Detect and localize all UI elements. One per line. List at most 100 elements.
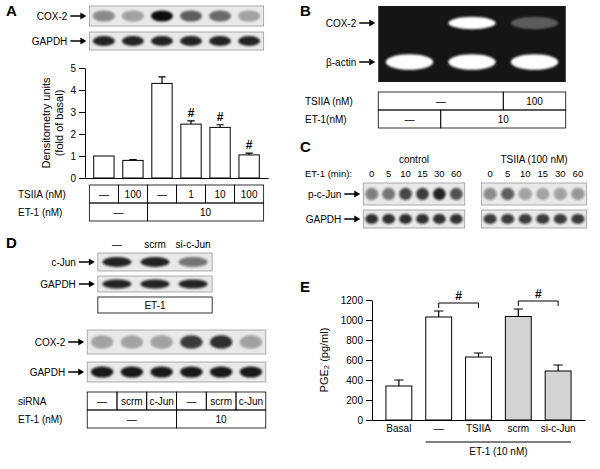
tick-label: 1000: [341, 315, 364, 326]
band: [102, 257, 131, 267]
band: [150, 366, 173, 377]
bar-chart: 020040060080010001200Basal—TSIIAscrmsi-c…: [318, 287, 586, 457]
error-bar: [216, 125, 223, 128]
tick-mark: [79, 68, 85, 69]
time-label: 5: [386, 168, 391, 179]
blot-label: c-Jun: [51, 257, 75, 268]
band: [416, 214, 429, 224]
band: [102, 280, 131, 289]
band: [554, 188, 567, 200]
bar: [426, 317, 452, 420]
cell-text: 100: [241, 189, 258, 200]
significance: #: [535, 287, 542, 301]
band: [399, 188, 412, 200]
panel-label: E: [300, 278, 310, 295]
panel-b: COX-2β-actinTSIIA (nM)—100ET-1(nM)—10: [305, 6, 566, 128]
error-bar: [129, 159, 136, 161]
blot: [378, 6, 566, 82]
error-bar: [514, 309, 523, 317]
band: [150, 335, 173, 348]
tick-label: 800: [346, 335, 363, 346]
table-cell: [147, 185, 176, 203]
blot-strip: [89, 32, 263, 50]
arrow-head: [369, 59, 375, 66]
cell-text: scrm: [121, 396, 143, 407]
table-cell: [441, 110, 566, 128]
cell-text: —: [436, 96, 446, 107]
error-bar: [394, 380, 403, 386]
band: [416, 188, 429, 200]
band: [91, 366, 114, 377]
tick-label: si-c-Jun: [541, 423, 576, 434]
cell-text: 10: [215, 189, 227, 200]
band: [433, 214, 446, 224]
table-cell: [177, 392, 207, 410]
table-cell: [147, 203, 263, 221]
blot: [481, 183, 586, 228]
cell-text: 10: [498, 114, 510, 125]
table-cell: [177, 410, 266, 428]
cell-text: 1: [188, 189, 194, 200]
tick-mark: [366, 380, 372, 381]
row-label: ET-1(nM): [305, 114, 347, 125]
tick: —: [434, 423, 444, 434]
band: [93, 10, 115, 21]
row-label: TSIIA (nM): [18, 189, 66, 200]
tick-label: Basal: [386, 423, 411, 434]
blot: [98, 253, 212, 292]
treatment-table: TSIIA (nM)—100ET-1(nM)—10: [305, 92, 566, 128]
error-bar: [553, 365, 562, 371]
band: [240, 335, 263, 348]
tick-mark: [366, 340, 372, 341]
arrow: [344, 193, 355, 195]
band: [450, 214, 463, 224]
tick-label: —: [434, 423, 444, 434]
tick: 1200: [341, 295, 372, 306]
table-cell: [378, 92, 503, 110]
blot-strip: [89, 6, 263, 26]
time-label: 30: [434, 168, 445, 179]
time-label: 0: [487, 168, 492, 179]
band: [240, 366, 263, 377]
bar-chart: 012345Densitometry units(fold of basal)#…: [40, 63, 269, 184]
arrow: [68, 341, 79, 343]
band: [180, 10, 202, 21]
significance: #: [455, 289, 462, 303]
bar: [505, 317, 531, 421]
band: [141, 257, 170, 267]
tick-label: 3: [70, 107, 76, 118]
table-cell: [503, 92, 566, 110]
bar: [386, 386, 412, 420]
band: [179, 280, 208, 289]
time-label: 10: [520, 168, 531, 179]
error-bar: [434, 311, 443, 317]
band: [151, 10, 173, 21]
group-line: [426, 442, 571, 443]
blot-label: p-c-Jun: [308, 189, 341, 200]
bar: [466, 357, 492, 420]
tick: 1: [70, 151, 85, 162]
arrow-head: [369, 20, 375, 27]
cell-text: 10: [200, 207, 212, 218]
blot-label: COX-2: [37, 11, 68, 22]
tick-mark: [366, 400, 372, 401]
tick-label: 0: [70, 173, 76, 184]
tick-label: 600: [346, 355, 363, 366]
band: [536, 188, 549, 200]
tick: 1000: [341, 315, 372, 326]
cell-text: —: [186, 396, 196, 407]
blot-strip: [87, 330, 266, 354]
column-label: —: [112, 239, 122, 250]
band: [571, 214, 584, 224]
blot: [87, 330, 266, 382]
tick-label: 1200: [341, 295, 364, 306]
band: [448, 54, 496, 70]
table-cell: [87, 392, 117, 410]
axis-title: Densitometry units: [40, 77, 52, 169]
band: [511, 17, 559, 29]
blot-label: GAPDH: [306, 214, 342, 225]
cell-text: —: [97, 396, 107, 407]
arrow: [70, 15, 81, 17]
band: [501, 214, 514, 224]
column-label: si-c-Jun: [176, 239, 211, 250]
